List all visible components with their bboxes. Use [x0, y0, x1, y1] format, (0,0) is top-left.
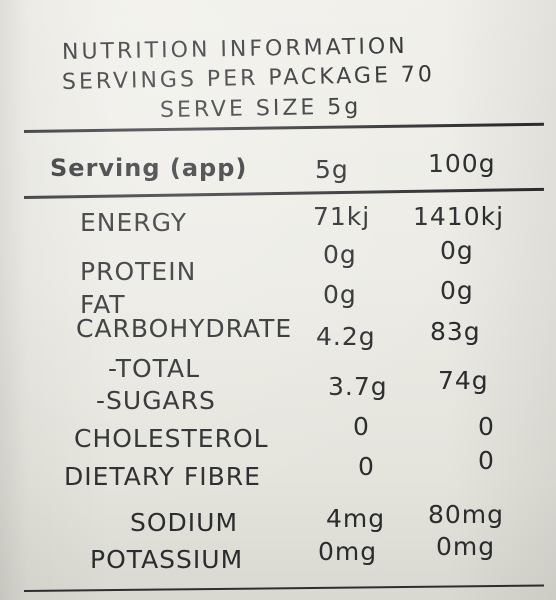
row-sodium-name: SODIUM — [130, 508, 239, 537]
servings-per-package: SERVINGS PER PACKAGE 70 — [61, 62, 436, 95]
row-fat-serve: 0g — [323, 280, 357, 309]
row-dietary-fibre-serve: 0 — [358, 452, 375, 481]
row-cholesterol-100g: 0 — [478, 412, 495, 441]
row-cholesterol-serve: 0 — [353, 412, 370, 441]
row-potassium-serve: 0mg — [318, 537, 378, 566]
row-dietary-fibre-100g: 0 — [478, 446, 495, 475]
row-energy-name: ENERGY — [80, 208, 188, 237]
row-potassium-100g: 0mg — [436, 532, 496, 561]
column-header-label: Serving (app) — [50, 154, 248, 182]
row-protein-serve: 0g — [323, 240, 357, 269]
row-energy-serve: 71kj — [313, 202, 371, 231]
row-protein-name: PROTEIN — [80, 257, 197, 286]
row-sodium-serve: 4mg — [326, 504, 386, 533]
row-dietary-fibre-name: DIETARY FIBRE — [64, 462, 261, 491]
row-cholesterol-name: CHOLESTEROL — [74, 424, 269, 453]
row-carbohydrate-100g: 83g — [430, 317, 481, 346]
divider-top — [23, 122, 544, 133]
row-sugars-name: -SUGARS — [96, 386, 216, 415]
row-sugars-serve: 3.7g — [328, 372, 388, 401]
row-carbohydrate-name: CARBOHYDRATE — [76, 314, 293, 343]
row-total-name: -TOTAL — [108, 354, 201, 383]
divider-columns — [23, 187, 544, 199]
label-title: NUTRITION INFORMATION — [61, 33, 408, 65]
row-sodium-100g: 80mg — [428, 500, 505, 529]
row-sugars-100g: 74g — [438, 366, 489, 395]
row-energy-100g: 1410kj — [413, 202, 505, 231]
column-header-per-100g: 100g — [428, 149, 496, 178]
serve-size: SERVE SIZE 5g — [159, 94, 362, 123]
label-edge-shadow — [0, 0, 28, 600]
row-fat-100g: 0g — [440, 276, 474, 305]
column-header-per-serve: 5g — [315, 155, 349, 184]
row-potassium-name: POTASSIUM — [90, 545, 244, 574]
row-carbohydrate-serve: 4.2g — [316, 322, 376, 351]
row-fat-name: FAT — [80, 290, 126, 319]
row-protein-100g: 0g — [440, 236, 474, 265]
divider-bottom — [23, 584, 544, 592]
